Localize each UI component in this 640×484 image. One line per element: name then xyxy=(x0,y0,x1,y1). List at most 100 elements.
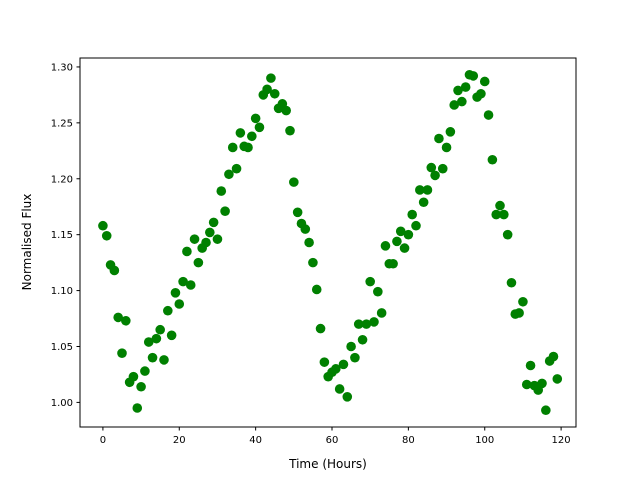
data-point xyxy=(445,127,456,137)
data-point xyxy=(395,226,406,237)
data-point xyxy=(185,280,196,290)
data-point xyxy=(399,243,410,253)
data-point xyxy=(231,163,242,174)
data-point xyxy=(487,154,498,165)
data-point xyxy=(109,265,120,276)
data-point xyxy=(373,286,383,297)
y-axis-label: Normalised Flux xyxy=(20,194,34,291)
data-point xyxy=(518,296,528,307)
data-point xyxy=(499,209,509,220)
data-point xyxy=(369,317,379,327)
data-point xyxy=(269,88,280,99)
data-point xyxy=(541,405,551,416)
x-tick-label: 40 xyxy=(249,435,262,446)
data-point xyxy=(521,379,532,390)
data-point xyxy=(392,236,402,247)
data-point xyxy=(147,352,158,363)
data-point xyxy=(437,163,448,174)
data-point xyxy=(361,319,372,329)
data-point xyxy=(212,234,223,244)
x-axis-label: Time (Hours) xyxy=(288,457,367,471)
y-tick-label: 1.00 xyxy=(51,398,73,409)
data-point xyxy=(315,323,326,334)
data-point xyxy=(407,209,417,220)
data-point xyxy=(338,359,349,370)
data-point xyxy=(426,162,437,173)
data-point xyxy=(227,142,238,153)
data-point xyxy=(101,230,112,241)
data-point xyxy=(132,403,143,413)
data-point xyxy=(220,206,230,216)
data-point xyxy=(121,315,131,326)
x-tick-label: 100 xyxy=(475,435,494,446)
x-tick-label: 80 xyxy=(402,435,415,446)
x-tick-label: 20 xyxy=(173,435,186,446)
data-point xyxy=(243,142,253,153)
data-point xyxy=(247,131,257,142)
data-point xyxy=(155,324,165,335)
data-point xyxy=(403,229,414,240)
data-point xyxy=(289,177,299,187)
data-point xyxy=(117,348,127,359)
x-tick-label: 120 xyxy=(552,435,571,446)
data-point xyxy=(418,197,429,208)
y-tick-label: 1.30 xyxy=(51,62,73,73)
data-point xyxy=(254,122,265,133)
data-point xyxy=(166,330,177,341)
data-point xyxy=(159,355,169,365)
y-tick-label: 1.20 xyxy=(51,174,73,185)
data-point xyxy=(224,169,234,180)
data-point xyxy=(281,105,291,116)
data-point xyxy=(113,312,123,323)
y-tick-label: 1.15 xyxy=(51,230,73,241)
data-point xyxy=(376,308,387,318)
data-point xyxy=(415,185,425,195)
y-tick-label: 1.05 xyxy=(51,342,73,353)
data-point xyxy=(300,224,311,234)
x-axis: 0 20 40 60 80 100 120 xyxy=(100,427,571,446)
data-point xyxy=(319,357,330,367)
data-point xyxy=(250,113,261,124)
data-point xyxy=(476,88,486,99)
data-point xyxy=(434,133,444,144)
data-point xyxy=(479,76,490,87)
y-tick-label: 1.10 xyxy=(51,286,73,297)
data-point xyxy=(205,227,215,238)
data-point xyxy=(468,71,479,81)
data-point xyxy=(346,341,356,352)
data-point xyxy=(193,257,204,268)
data-point xyxy=(128,371,139,382)
data-point xyxy=(537,378,547,389)
data-point xyxy=(262,84,272,95)
data-point xyxy=(457,96,467,107)
data-point xyxy=(342,392,353,402)
data-point xyxy=(178,276,188,287)
data-point xyxy=(460,82,471,92)
x-tick-label: 60 xyxy=(326,435,339,446)
x-tick-label: 0 xyxy=(100,435,106,446)
data-point xyxy=(163,305,173,316)
data-point xyxy=(216,186,227,196)
data-point xyxy=(151,333,162,344)
data-point xyxy=(495,200,505,211)
data-point xyxy=(453,85,463,96)
data-point xyxy=(304,237,314,248)
data-point xyxy=(357,334,368,345)
data-point xyxy=(308,257,318,268)
data-point xyxy=(182,246,192,257)
data-point xyxy=(380,241,391,251)
data-point xyxy=(292,207,303,218)
data-point xyxy=(334,384,345,394)
data-point xyxy=(331,364,341,374)
data-point xyxy=(441,142,452,153)
data-point xyxy=(201,237,211,248)
data-point xyxy=(422,185,433,195)
data-point xyxy=(143,337,154,347)
data-point xyxy=(491,209,501,220)
data-point xyxy=(174,299,185,309)
data-point xyxy=(502,229,513,240)
data-point xyxy=(430,170,440,181)
data-point xyxy=(365,276,375,287)
